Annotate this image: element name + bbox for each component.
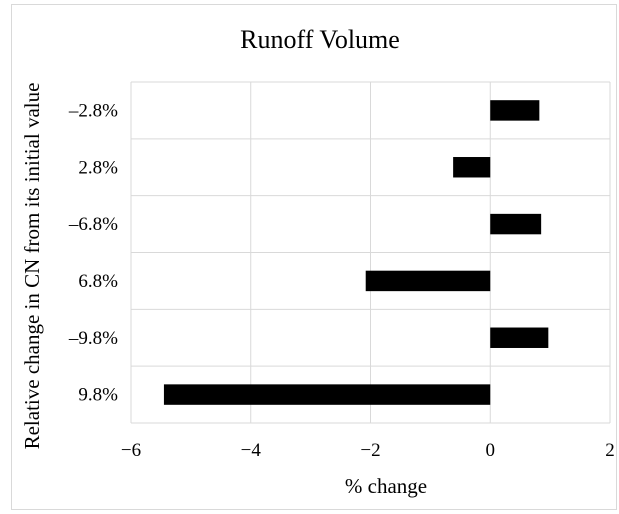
x-tick-label: −6 [121, 440, 141, 461]
x-tick-label: 0 [486, 440, 496, 461]
y-tick-label: 6.8% [78, 271, 118, 292]
y-axis-title: Relative change in CN from its initial v… [20, 83, 44, 450]
x-tick-labels: −6 −4 −2 0 2 [121, 440, 615, 461]
bar [490, 213, 542, 235]
gridlines [130, 81, 611, 424]
bars [163, 100, 549, 405]
x-axis-title: % change [345, 474, 427, 498]
bar [365, 270, 491, 292]
bar [453, 157, 491, 178]
bar [490, 327, 549, 348]
y-tick-label: 2.8% [78, 157, 118, 178]
x-tick-label: −4 [241, 440, 262, 461]
bar [163, 384, 491, 405]
chart-frame [11, 4, 617, 510]
y-tick-label: –9.8% [68, 328, 118, 349]
y-tick-label: 9.8% [78, 385, 118, 406]
chart-title: Runoff Volume [240, 25, 400, 54]
y-tick-labels: –2.8% 2.8% –6.8% 6.8% –9.8% 9.8% [68, 100, 118, 405]
y-tick-label: –2.8% [68, 100, 118, 121]
y-tick-label: –6.8% [68, 214, 118, 235]
x-tick-label: 2 [605, 440, 615, 461]
x-tick-label: −2 [360, 440, 380, 461]
bar [490, 100, 540, 121]
